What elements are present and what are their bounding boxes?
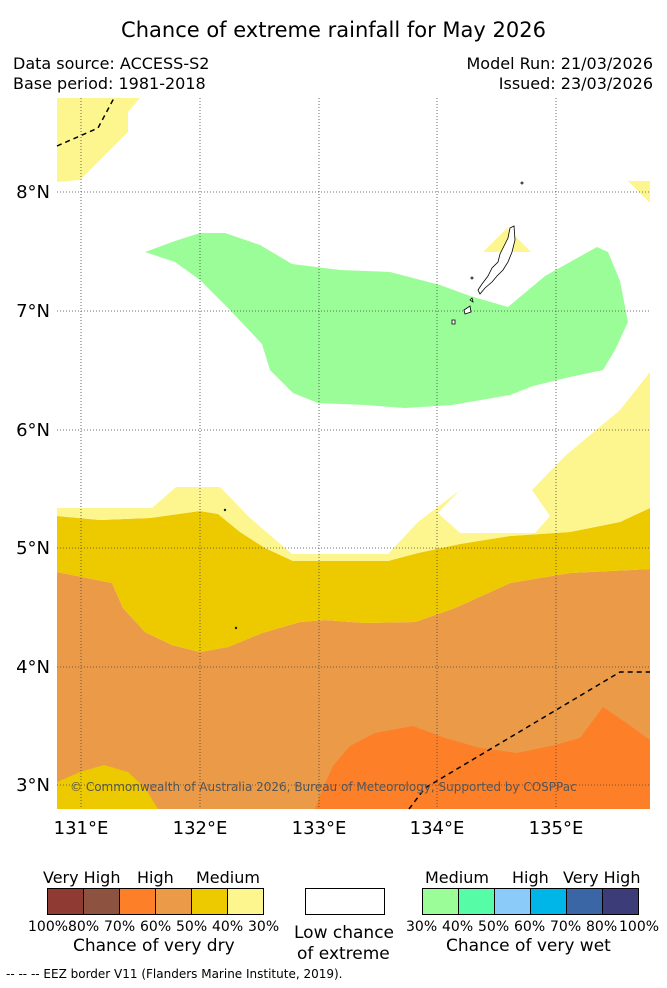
region-light-orange <box>57 569 650 809</box>
lon-label: 133°E <box>292 818 347 839</box>
dry-pct: 30% <box>248 919 280 935</box>
dry-medium-label: Medium <box>196 868 260 887</box>
dry-pct: 70% <box>104 919 136 935</box>
islands <box>223 181 524 630</box>
wet-medium-label: Medium <box>425 868 489 887</box>
dry-pct: 40% <box>212 919 244 935</box>
wet-pct: 50% <box>478 919 510 935</box>
data-source: Data source: ACCESS-S2 <box>13 54 210 73</box>
wet-swatch-60-70 <box>530 888 567 915</box>
wet-pct: 40% <box>442 919 474 935</box>
dry-swatch-70-80 <box>83 888 120 915</box>
wet-swatch-80-100 <box>602 888 639 915</box>
lat-label: 4°N <box>16 657 50 678</box>
wet-swatch-30-40 <box>422 888 459 915</box>
region-light-green <box>145 233 628 408</box>
wet-swatch-50-60 <box>494 888 531 915</box>
lat-label: 5°N <box>16 538 50 559</box>
dry-swatch-40-50 <box>191 888 228 915</box>
latitude-labels: 8°N 7°N 6°N 5°N 4°N 3°N <box>16 182 50 796</box>
copyright-text: © Commonwealth of Australia 2026, Bureau… <box>70 780 577 794</box>
lat-label: 3°N <box>16 775 50 796</box>
map-title: Chance of extreme rainfall for May 2026 <box>121 18 546 42</box>
dry-swatch-50-60 <box>155 888 192 915</box>
neutral-swatch <box>305 888 385 915</box>
wet-swatch-40-50 <box>458 888 495 915</box>
palau-main-island <box>477 225 516 295</box>
dry-pct: 80% <box>68 919 100 935</box>
dry-caption: Chance of very dry <box>73 936 235 956</box>
lat-label: 8°N <box>16 182 50 203</box>
eez-border <box>56 97 650 810</box>
dry-swatch-60-70 <box>119 888 156 915</box>
wet-high-label: High <box>512 868 549 887</box>
lon-label: 135°E <box>529 818 584 839</box>
lon-label: 134°E <box>410 818 465 839</box>
dry-high-label: High <box>137 868 174 887</box>
neutral-caption-line2: of extreme <box>297 944 390 964</box>
lon-label: 131°E <box>54 818 109 839</box>
longitude-labels: 131°E 132°E 133°E 134°E 135°E <box>54 818 584 839</box>
dry-pct: 50% <box>176 919 208 935</box>
wet-very-high-label: Very High <box>563 868 641 887</box>
wet-swatch-70-80 <box>566 888 603 915</box>
region-yellow <box>57 508 650 652</box>
eez-footnote: -- -- -- EEZ border V11 (Flanders Marine… <box>6 967 343 981</box>
wet-pct: 30% <box>406 919 438 935</box>
issued-date: Issued: 23/03/2026 <box>498 74 653 93</box>
lat-label: 6°N <box>16 420 50 441</box>
wet-pct: 80% <box>586 919 618 935</box>
dry-very-high-label: Very High <box>43 868 121 887</box>
region-light-yellow-northwest <box>57 98 140 182</box>
base-period: Base period: 1981-2018 <box>13 74 206 93</box>
dry-swatch-30-40 <box>227 888 264 915</box>
wet-caption: Chance of very wet <box>446 936 611 956</box>
wet-pct: 100% <box>619 919 660 935</box>
model-run: Model Run: 21/03/2026 <box>466 54 654 73</box>
wet-pct: 60% <box>514 919 546 935</box>
lon-label: 132°E <box>173 818 228 839</box>
dry-pct: 60% <box>140 919 172 935</box>
region-yellow-southwest <box>57 765 158 809</box>
wet-pct: 70% <box>550 919 582 935</box>
lat-label: 7°N <box>16 301 50 322</box>
region-orange <box>315 707 650 809</box>
dry-pct: 100% <box>28 919 69 935</box>
dry-swatch-80-100 <box>47 888 84 915</box>
map-regions <box>57 98 650 809</box>
neutral-caption-line1: Low chance <box>294 923 394 943</box>
